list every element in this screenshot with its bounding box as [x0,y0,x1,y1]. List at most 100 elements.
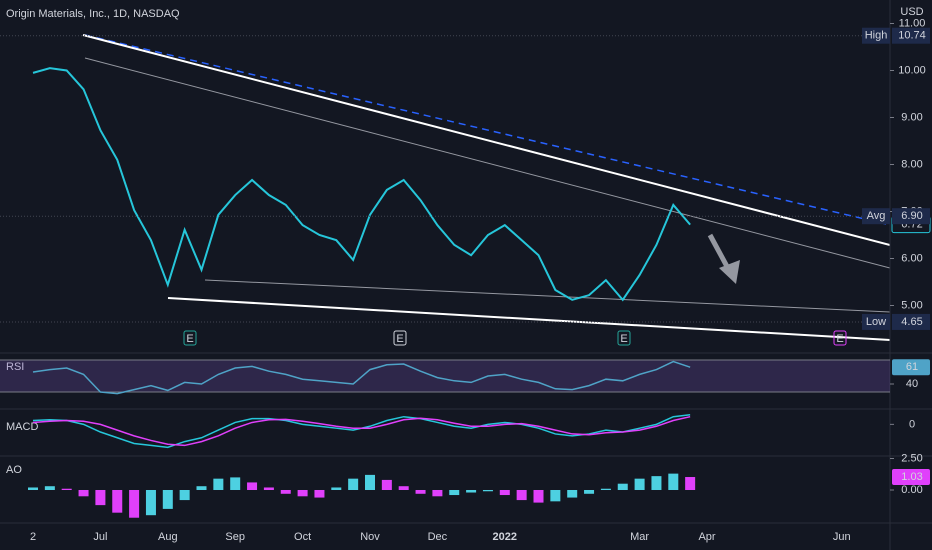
earnings-label: E [396,333,403,345]
ao-bar [634,478,645,490]
ao-bar [584,490,595,494]
rsi-band [0,360,890,392]
x-tick-label: Sep [225,531,245,543]
ao-bar [685,477,696,490]
ao-bar [78,490,89,497]
upper-trendline [82,34,891,246]
ao-bar [162,490,173,509]
x-tick-label: Apr [698,531,715,543]
chart-title: Origin Materials, Inc., 1D, NASDAQ [6,8,180,20]
ao-bar [179,490,190,501]
dashed-trendline [84,34,891,226]
y-tick-label: 5.00 [901,299,922,311]
ao-bar [28,487,38,490]
x-tick-label: Mar [630,531,649,543]
y-tick-label: 6.00 [901,252,922,264]
last-value-box [892,469,930,486]
line [32,360,691,395]
y-tick-label: 40 [906,378,918,390]
ao-bar [44,486,55,490]
x-tick-label: Nov [360,531,380,543]
marker-name: Low [866,316,886,328]
ao-bar [112,490,123,513]
earnings-label: E [836,333,843,345]
ao-bar [567,490,578,498]
x-tick-label: Aug [158,531,178,543]
x-tick-label: 2022 [493,531,517,543]
marker-box [892,27,930,44]
y-tick-label: 10.00 [898,64,926,76]
ao-title: AO [6,464,22,476]
arrow-head [719,260,740,284]
line [32,67,691,302]
marker-name-box [862,208,890,225]
marker-name: High [865,30,888,42]
y-tick-label: 0 [909,418,915,430]
ao-bar [651,476,662,490]
line [32,415,691,447]
ao-bar [449,490,460,496]
earnings-marker [393,330,407,346]
ao-bar [145,490,156,516]
ao-bar [213,478,224,490]
ao-bar [499,490,510,496]
currency: USD [900,6,923,18]
ao-bar [617,483,628,490]
marker-box [892,313,930,330]
last-value-label: 1.03 [901,471,922,483]
earnings-label: E [620,333,627,345]
ao-bar [550,490,561,502]
marker-name: Avg [867,210,886,222]
ao-bar [668,473,679,490]
ao-bar [280,490,291,494]
ao-bar [263,487,274,490]
x-tick-label: Oct [294,531,311,543]
marker-name-box [862,27,890,44]
x-tick-label: 2 [30,531,36,543]
ao-bar [331,487,342,490]
drawings [82,34,891,341]
marker-value: 10.74 [898,30,926,42]
ao-bar [95,490,106,506]
ao-bar [297,490,308,497]
upper-channel [84,57,891,269]
earnings-marker [183,330,197,346]
ao-bar [196,486,207,490]
earnings-marker [833,330,847,346]
ao-bar [381,479,392,490]
ao-bar [398,486,409,490]
y-tick-label: 0.00 [901,484,922,496]
rsi-title: RSI [6,361,24,373]
ao-bar [432,490,443,497]
x-tick-label: Dec [428,531,448,543]
marker-box [892,208,930,225]
ao-bar [533,490,544,503]
marker-value: 6.90 [901,210,922,222]
x-tick-label: Jul [93,531,107,543]
ao-bar [61,488,72,490]
y-tick-label: 11.00 [899,17,926,29]
lower-channel [204,279,891,313]
y-tick-label: 9.00 [901,111,922,123]
macd-title: MACD [6,421,38,433]
x-tick-label: Jun [833,531,851,543]
ao-bar [415,490,426,494]
ao-bar [482,490,493,492]
ao-bar [348,478,359,490]
ao-bar [600,488,611,490]
ao-bar [314,490,325,498]
marker-name-box [862,313,890,330]
y-tick-label: 2.50 [901,452,922,464]
ao-bar [516,490,527,501]
ao-bar [247,482,258,490]
last-value-label: 61 [906,361,918,373]
ao-bar [129,490,140,518]
y-tick-label: 8.00 [901,158,922,170]
last-value-box [892,359,930,376]
earnings-marker [617,330,631,346]
earnings-label: E [186,333,193,345]
ao-bar [466,490,477,493]
ao-bar [365,474,375,490]
